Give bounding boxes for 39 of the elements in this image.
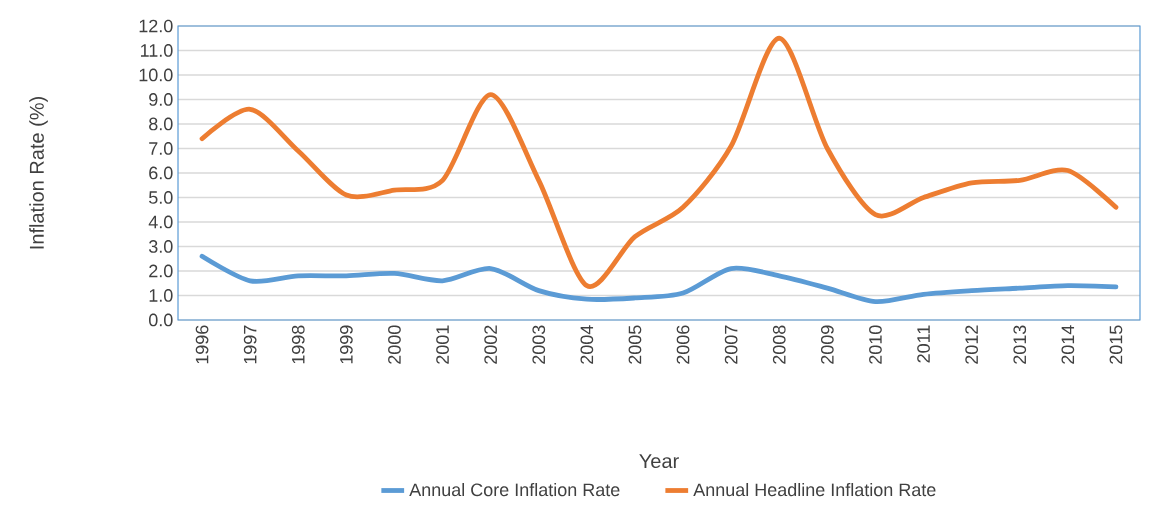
x-tick-label: 1999	[339, 325, 353, 364]
x-tick-label: 1996	[195, 325, 209, 364]
x-tick-label: 2009	[820, 325, 834, 364]
y-tick-label: 11.0	[140, 44, 173, 57]
x-tick-label: 2000	[388, 325, 401, 364]
x-tick-label: 2012	[965, 325, 979, 364]
x-tick-label: 2006	[676, 325, 690, 364]
legend-label: Annual Headline Inflation Rate	[693, 482, 936, 497]
y-tick-label: 5.0	[148, 191, 173, 204]
legend-label: Annual Core Inflation Rate	[409, 482, 620, 497]
x-tick-label: 2004	[580, 325, 594, 364]
x-tick-label: 2007	[724, 325, 738, 364]
x-tick-label: 2014	[1061, 325, 1075, 364]
line-series	[199, 35, 1119, 289]
y-tick-label: 12.0	[139, 19, 173, 33]
y-tick-label: 4.0	[148, 215, 173, 229]
y-tick-label: 1.0	[149, 289, 173, 302]
y-tick-label: 7.0	[149, 142, 173, 155]
x-tick-label: 2002	[484, 325, 498, 364]
line-series	[199, 253, 1119, 305]
x-tick-label: 2015	[1109, 325, 1123, 364]
x-tick-label: 2005	[628, 325, 642, 364]
y-tick-label: 3.0	[148, 240, 173, 253]
y-tick-label: 8.0	[149, 117, 173, 131]
x-tick-label: 1997	[243, 325, 257, 364]
x-tick-label: 2013	[1013, 325, 1027, 364]
x-axis-title: Year	[639, 454, 679, 469]
x-tick-label: 2011	[917, 325, 930, 363]
y-tick-label: 9.0	[149, 93, 173, 106]
x-tick-label: 2010	[869, 325, 882, 364]
y-tick-label: 2.0	[149, 264, 173, 278]
y-tick-label: 10.0	[139, 68, 173, 82]
x-tick-label: 2003	[532, 325, 546, 364]
y-tick-label: 0.0	[148, 313, 173, 327]
y-tick-label: 6.0	[149, 166, 173, 180]
x-tick-label: 2008	[772, 325, 786, 364]
x-tick-label: 2001	[436, 325, 449, 364]
x-tick-label: 1998	[291, 325, 305, 364]
y-axis-title: Inflation Rate (%)	[29, 97, 48, 249]
